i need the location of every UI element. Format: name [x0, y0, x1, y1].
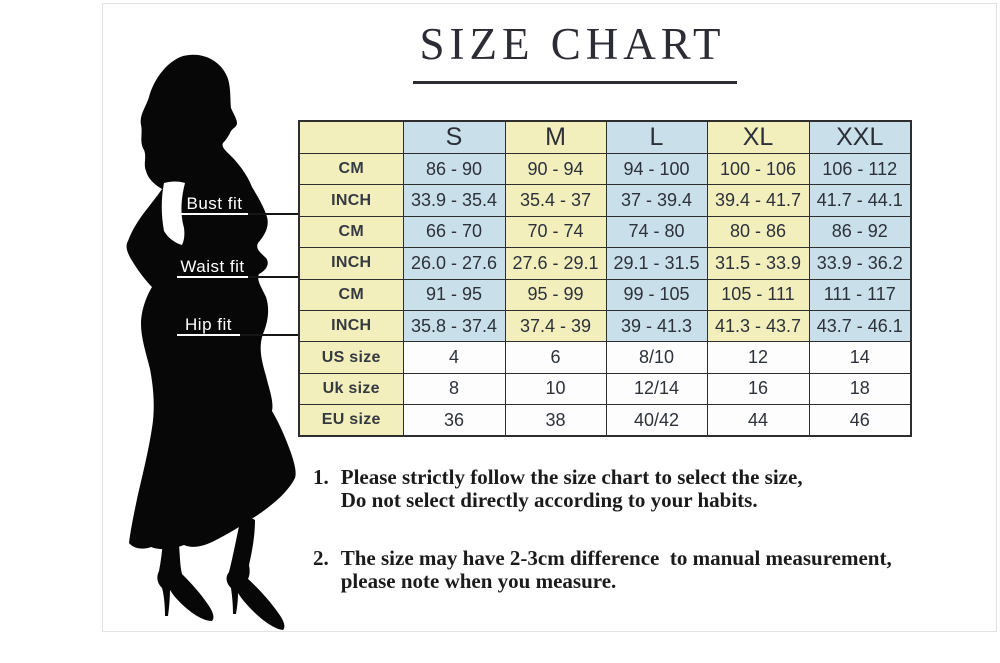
size-cell: 18 — [808, 372, 912, 406]
hip-fit-label: Hip fit — [185, 315, 232, 334]
size-cell: 38 — [504, 404, 607, 437]
size-cell: 35.8 - 37.4 — [402, 309, 506, 343]
waist-inch-row: INCH 26.0 - 27.6 27.6 - 29.1 29.1 - 31.5… — [298, 247, 912, 280]
size-cell: 26.0 - 27.6 — [402, 247, 506, 280]
silhouette-left-shoe — [157, 542, 214, 621]
size-cell: 86 - 90 — [402, 152, 506, 186]
size-table: S M L XL XXL CM 86 - 90 90 - 94 94 - 100… — [298, 120, 912, 438]
size-cell: 39 - 41.3 — [605, 309, 708, 343]
title-underline — [413, 81, 737, 84]
size-cell: 39.4 - 41.7 — [706, 184, 810, 217]
size-cell: 36 — [402, 404, 506, 437]
size-cell: 66 - 70 — [402, 215, 506, 249]
size-cell: 27.6 - 29.1 — [504, 247, 607, 280]
size-cell: 37.4 - 39 — [504, 309, 607, 343]
size-cell: 29.1 - 31.5 — [605, 247, 708, 280]
size-cell: 14 — [808, 341, 912, 374]
waist-underline — [177, 276, 248, 278]
silhouette-right-shoe — [226, 516, 285, 630]
size-cell: 33.9 - 35.4 — [402, 184, 506, 217]
note-2-line-1: The size may have 2-3cm difference to ma… — [340, 546, 892, 570]
row-label: EU size — [298, 404, 404, 437]
hip-cm-row: CM 91 - 95 95 - 99 99 - 105 105 - 111 11… — [298, 278, 912, 311]
note-2: 2. The size may have 2-3cm difference to… — [313, 547, 892, 593]
note-2-text: The size may have 2-3cm difference to ma… — [341, 547, 892, 593]
uk-size-row: Uk size 8 10 12/14 16 18 — [298, 372, 912, 406]
note-2-number: 2. — [313, 546, 329, 570]
size-cell: 106 - 112 — [808, 152, 912, 186]
silhouette-body — [126, 54, 296, 550]
size-cell: 80 - 86 — [706, 215, 810, 249]
size-cell: 46 — [808, 404, 912, 437]
size-column-header: XXL — [808, 120, 912, 154]
table-header-row: S M L XL XXL — [298, 120, 912, 154]
size-cell: 12/14 — [605, 372, 708, 406]
row-label: Uk size — [298, 372, 404, 406]
note-1-line-1: Please strictly follow the size chart to… — [340, 465, 803, 489]
note-1-number: 1. — [313, 465, 329, 489]
size-cell: 44 — [706, 404, 810, 437]
table-corner-cell — [298, 120, 404, 154]
size-cell: 70 - 74 — [504, 215, 607, 249]
size-cell: 100 - 106 — [706, 152, 810, 186]
size-column-header: M — [504, 120, 607, 154]
size-cell: 99 - 105 — [605, 278, 708, 311]
size-cell: 94 - 100 — [605, 152, 708, 186]
eu-size-row: EU size 36 38 40/42 44 46 — [298, 404, 912, 437]
size-cell: 35.4 - 37 — [504, 184, 607, 217]
note-1: 1. Please strictly follow the size chart… — [313, 466, 803, 512]
row-label: US size — [298, 341, 404, 374]
bust-fit-label: Bust fit — [186, 194, 243, 213]
size-column-header: S — [402, 120, 506, 154]
size-cell: 111 - 117 — [808, 278, 912, 311]
page-title: SIZE CHART — [419, 19, 726, 69]
note-1-line-2: Do not select directly according to your… — [340, 488, 758, 512]
image-frame — [102, 3, 997, 632]
size-cell: 95 - 99 — [504, 278, 607, 311]
hip-inch-row: INCH 35.8 - 37.4 37.4 - 39 39 - 41.3 41.… — [298, 309, 912, 343]
row-label: CM — [298, 152, 404, 186]
bust-underline — [181, 213, 248, 215]
row-label: INCH — [298, 247, 404, 280]
size-cell: 16 — [706, 372, 810, 406]
size-column-header: L — [605, 120, 708, 154]
size-cell: 37 - 39.4 — [605, 184, 708, 217]
note-1-text: Please strictly follow the size chart to… — [341, 466, 803, 512]
us-size-row: US size 4 6 8/10 12 14 — [298, 341, 912, 374]
size-cell: 90 - 94 — [504, 152, 607, 186]
size-cell: 40/42 — [605, 404, 708, 437]
size-cell: 8 — [402, 372, 506, 406]
note-2-line-2: please note when you measure. — [340, 569, 617, 593]
hip-underline — [177, 334, 240, 336]
bust-inch-row: INCH 33.9 - 35.4 35.4 - 37 37 - 39.4 39.… — [298, 184, 912, 217]
size-cell: 43.7 - 46.1 — [808, 309, 912, 343]
row-label: CM — [298, 278, 404, 311]
size-cell: 6 — [504, 341, 607, 374]
size-cell: 41.3 - 43.7 — [706, 309, 810, 343]
size-column-header: XL — [706, 120, 810, 154]
size-cell: 41.7 - 44.1 — [808, 184, 912, 217]
size-cell: 4 — [402, 341, 506, 374]
size-cell: 105 - 111 — [706, 278, 810, 311]
arm-gap — [161, 181, 185, 245]
size-cell: 74 - 80 — [605, 215, 708, 249]
size-cell: 91 - 95 — [402, 278, 506, 311]
bust-cm-row: CM 86 - 90 90 - 94 94 - 100 100 - 106 10… — [298, 152, 912, 186]
waist-cm-row: CM 66 - 70 70 - 74 74 - 80 80 - 86 86 - … — [298, 215, 912, 249]
row-label: CM — [298, 215, 404, 249]
size-cell: 33.9 - 36.2 — [808, 247, 912, 280]
silhouette-shapes — [126, 54, 296, 630]
size-cell: 10 — [504, 372, 607, 406]
size-cell: 86 - 92 — [808, 215, 912, 249]
row-label: INCH — [298, 309, 404, 343]
size-cell: 31.5 - 33.9 — [706, 247, 810, 280]
size-cell: 12 — [706, 341, 810, 374]
row-label: INCH — [298, 184, 404, 217]
waist-fit-label: Waist fit — [180, 257, 245, 276]
size-cell: 8/10 — [605, 341, 708, 374]
